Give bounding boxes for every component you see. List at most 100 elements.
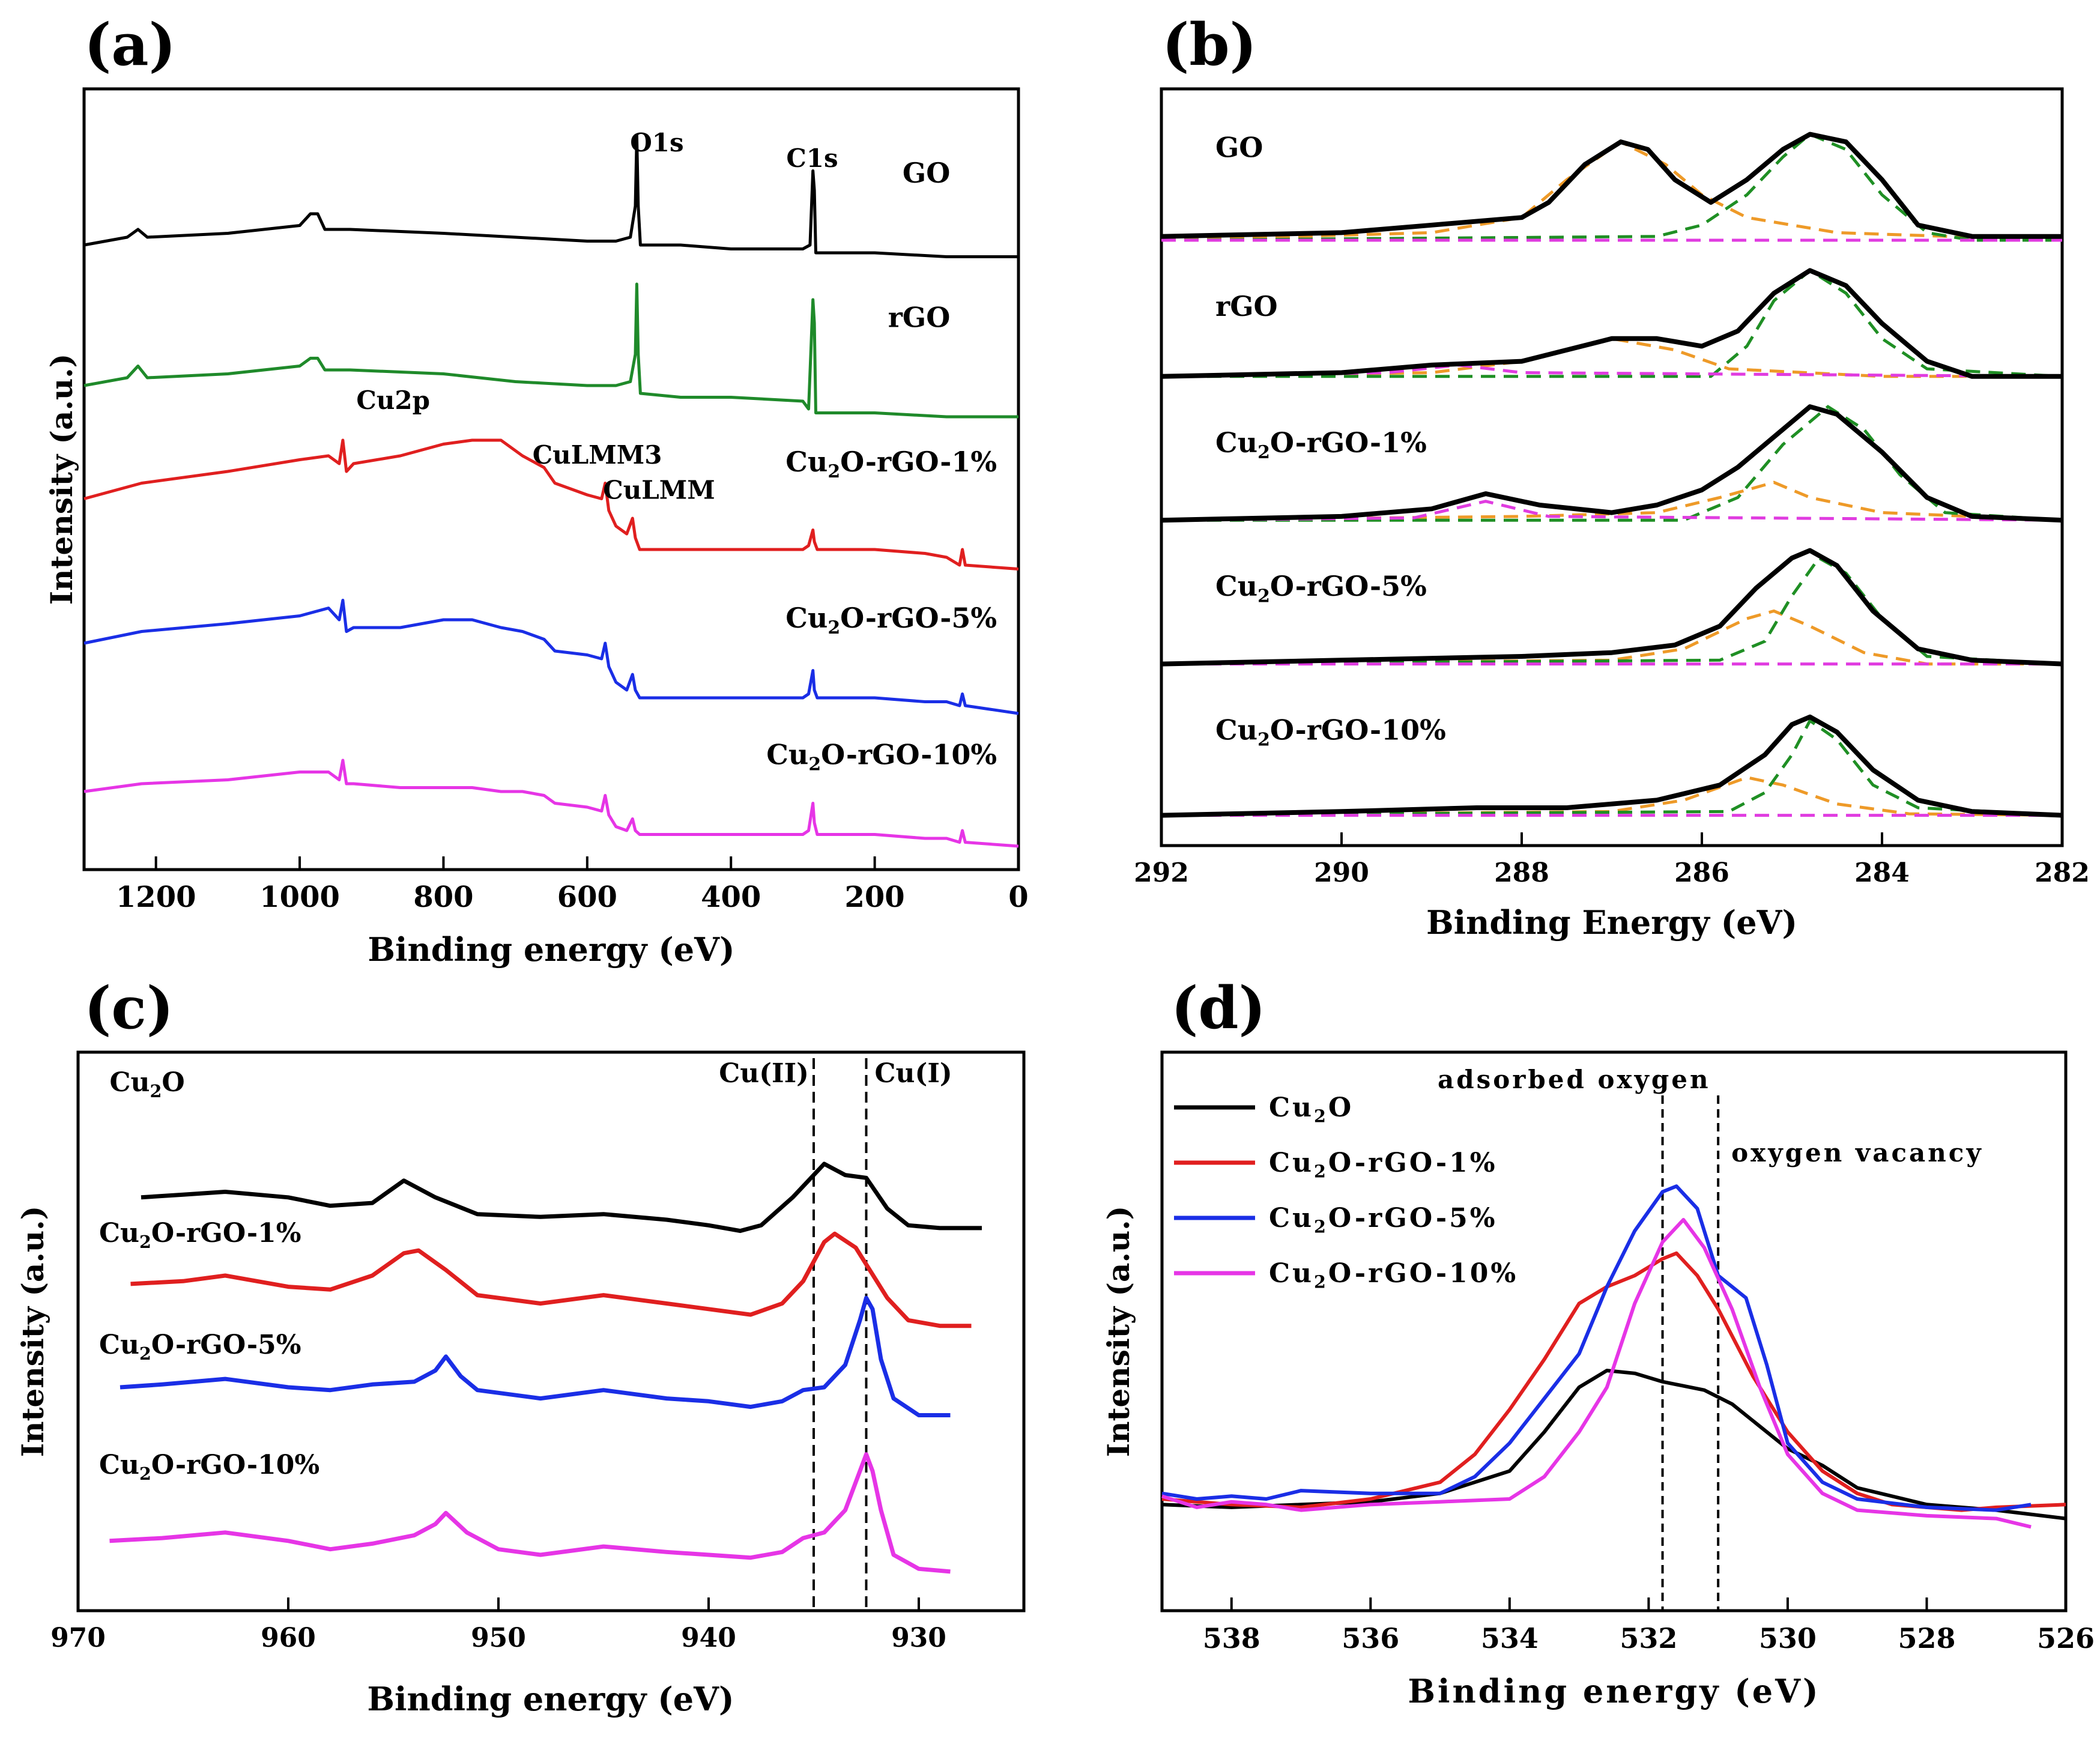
panel-b-x-axis-label: Binding Energy (eV) [1426, 903, 1797, 942]
series-label-cu2o-rgo-5: Cu2O-rGO-5% [1215, 570, 1427, 607]
series-line-cu2o-rgo-5 [120, 1295, 951, 1417]
legend-label-cu2o-rgo-1: Cu2O-rGO-1% [1269, 1148, 1498, 1182]
envelope-cu2o-rgo-5 [1161, 548, 2063, 667]
panel-d-x-axis-label: Binding energy (eV) [1408, 1672, 1820, 1710]
series-label-rgo: rGO [888, 301, 951, 334]
panel-a-x-tick-label: 800 [413, 880, 473, 914]
series-line-cu2o-rgo-1 [1161, 1251, 2066, 1512]
panel-b-frame [1160, 87, 2064, 847]
panel-d-x-tick-label: 530 [1759, 1622, 1817, 1655]
panel-b: (b) GO rGO Cu2O-rGO-1% Cu2O-rGO-5% Cu2O-rGO-… [1134, 11, 2090, 942]
peak-label-cu2p: Cu2p [356, 386, 430, 415]
envelope-rgo [1161, 268, 2062, 379]
panel-c-label: (c) [84, 974, 174, 1042]
panel-b-envelopes [1161, 132, 2063, 818]
panel-d-series-lines [1161, 1184, 2066, 1529]
panel-d-x-tick-label: 534 [1481, 1622, 1539, 1655]
panel-c-x-tick-label: 960 [261, 1623, 316, 1653]
series-line-rgo [83, 282, 1018, 419]
series-label-cu2o-rgo-10: Cu2O-rGO-10% [766, 739, 997, 775]
envelope-cu2o-rgo-1 [1161, 404, 2063, 523]
fit-curve-rgo-fit-orange [1161, 337, 2062, 378]
panel-d-x-tick-label: 526 [2037, 1622, 2095, 1655]
panel-c-x-axis-label: Binding energy (eV) [367, 1680, 734, 1718]
panel-a-x-tick-label: 400 [701, 880, 761, 914]
panel-a-label: (a) [84, 11, 176, 79]
panel-d-label: (d) [1171, 974, 1266, 1042]
series-label-go: GO [903, 157, 950, 189]
panel-b-label: (b) [1162, 11, 1257, 79]
panel-a-x-tick-label: 200 [845, 880, 905, 914]
panel-c-y-axis-label: Intensity (a.u.) [15, 1206, 50, 1458]
peak-label-o1s: O1s [630, 128, 683, 157]
panel-a-y-axis-label: Intensity (a.u.) [44, 354, 79, 605]
fit-curve-go-fit-green [1161, 132, 2062, 242]
panel-a-x-tick-label: 1000 [259, 880, 340, 914]
series-line-cu2o-rgo-10 [1161, 1218, 2032, 1529]
peak-label-c1s: C1s [786, 144, 838, 173]
panel-d-x-tick-label: 528 [1898, 1622, 1955, 1655]
panel-c-x-tick-label: 970 [50, 1623, 106, 1653]
series-label-cu2o-rgo-1: Cu2O-rGO-1% [99, 1218, 301, 1252]
fit-curve-cu2o-rgo-10-fit-orange [1161, 776, 2063, 817]
panel-d-x-ticks: 538 536 534 532 530 528 526 [1203, 1597, 2095, 1655]
series-line-cu2o-rgo-10 [83, 758, 1019, 848]
reference-label-cu-ii: Cu(II) [719, 1058, 809, 1089]
panel-c-reference-lines: Cu(II) Cu(I) [719, 1058, 952, 1611]
series-label-go: GO [1215, 131, 1263, 163]
series-label-rgo: rGO [1215, 290, 1278, 322]
panel-d-reference-lines: adsorbed oxygen oxygen vacancy [1438, 1065, 1984, 1611]
reference-label-adsorbed-oxygen: adsorbed oxygen [1438, 1065, 1711, 1094]
panel-c: (c) Cu(II) Cu(I) Cu2O Cu2O-rGO-1% Cu2O-rGO-… [15, 974, 1026, 1718]
series-line-cu2o-rgo-5 [83, 599, 1019, 715]
series-label-cu2o-rgo-5: Cu2O-rGO-5% [99, 1330, 301, 1364]
series-label-cu2o-rgo-1: Cu2O-rGO-1% [785, 446, 997, 482]
envelope-cu2o-rgo-10 [1161, 714, 2063, 818]
panel-b-x-ticks: 292 290 288 286 284 282 [1134, 832, 2090, 888]
panel-c-x-tick-label: 930 [891, 1623, 946, 1653]
panel-b-x-tick-label: 292 [1134, 858, 1189, 888]
series-line-cu2o [141, 1161, 982, 1234]
fit-curve-go-fit-orange [1161, 140, 2063, 242]
panel-b-x-tick-label: 284 [1854, 858, 1910, 888]
legend-label-cu2o-rgo-10: Cu2O-rGO-10% [1269, 1258, 1518, 1292]
panel-b-series-labels: GO rGO Cu2O-rGO-1% Cu2O-rGO-5% Cu2O-rGO-10% [1215, 131, 1446, 750]
panel-a-x-ticks: 1200 1000 800 600 400 200 0 [116, 856, 1029, 914]
peak-label-culmm3: CuLMM3 [533, 440, 662, 470]
panel-b-x-tick-label: 286 [1674, 858, 1729, 888]
series-line-cu2o-rgo-10 [109, 1452, 951, 1574]
fit-curve-cu2o-rgo-10-fit-green [1161, 718, 2063, 817]
peak-label-culmm: CuLMM [603, 476, 715, 505]
panel-a-x-tick-label: 0 [1008, 880, 1028, 914]
series-label-cu2o-rgo-10: Cu2O-rGO-10% [99, 1450, 319, 1484]
panel-d: (d) adsorbed oxygen oxygen vacancy Cu2O Cu… [1101, 974, 2095, 1710]
panel-c-x-tick-label: 950 [471, 1623, 526, 1653]
panel-a-series-lines [83, 134, 1019, 848]
panel-a-peak-labels: O1s C1s Cu2p CuLMM3 CuLMM [356, 128, 838, 505]
envelope-go [1161, 132, 2062, 239]
reference-label-oxygen-vacancy: oxygen vacancy [1731, 1138, 1984, 1167]
series-label-cu2o-rgo-5: Cu2O-rGO-5% [785, 602, 997, 638]
panel-a: (a) O1s C1s Cu2p CuLMM3 CuLMM GO rGO Cu2O-rGO-… [44, 11, 1029, 969]
panel-a-x-axis-label: Binding energy (eV) [368, 930, 734, 969]
panel-c-x-tick-label: 940 [681, 1623, 736, 1653]
panel-b-x-tick-label: 282 [2035, 858, 2090, 888]
panel-c-series-labels: Cu2O Cu2O-rGO-1% Cu2O-rGO-5% Cu2O-rGO-10% [99, 1067, 319, 1484]
series-line-cu2o-rgo-1 [83, 438, 1019, 571]
panel-b-x-tick-label: 288 [1494, 858, 1549, 888]
panel-d-legend: Cu2O Cu2O-rGO-1% Cu2O-rGO-5% Cu2O-rGO-10% [1174, 1092, 1518, 1292]
panel-a-series-labels: GO rGO Cu2O-rGO-1% Cu2O-rGO-5% Cu2O-rGO-10% [766, 157, 997, 775]
legend-label-cu2o: Cu2O [1269, 1092, 1354, 1127]
series-line-cu2o [1161, 1369, 2066, 1521]
panel-d-y-axis-label: Intensity (a.u.) [1101, 1206, 1136, 1458]
series-line-go [83, 134, 1018, 258]
panel-d-x-tick-label: 532 [1620, 1622, 1677, 1655]
series-label-cu2o: Cu2O [110, 1067, 185, 1101]
series-line-cu2o-rgo-5 [1161, 1184, 2032, 1512]
panel-c-x-ticks: 970 960 950 940 930 [50, 1597, 946, 1653]
panel-a-x-tick-label: 1200 [116, 880, 196, 914]
reference-label-cu-i: Cu(I) [875, 1058, 952, 1089]
series-label-cu2o-rgo-10: Cu2O-rGO-10% [1215, 714, 1446, 751]
fit-curve-cu2o-rgo-1-fit-orange [1161, 480, 2063, 522]
